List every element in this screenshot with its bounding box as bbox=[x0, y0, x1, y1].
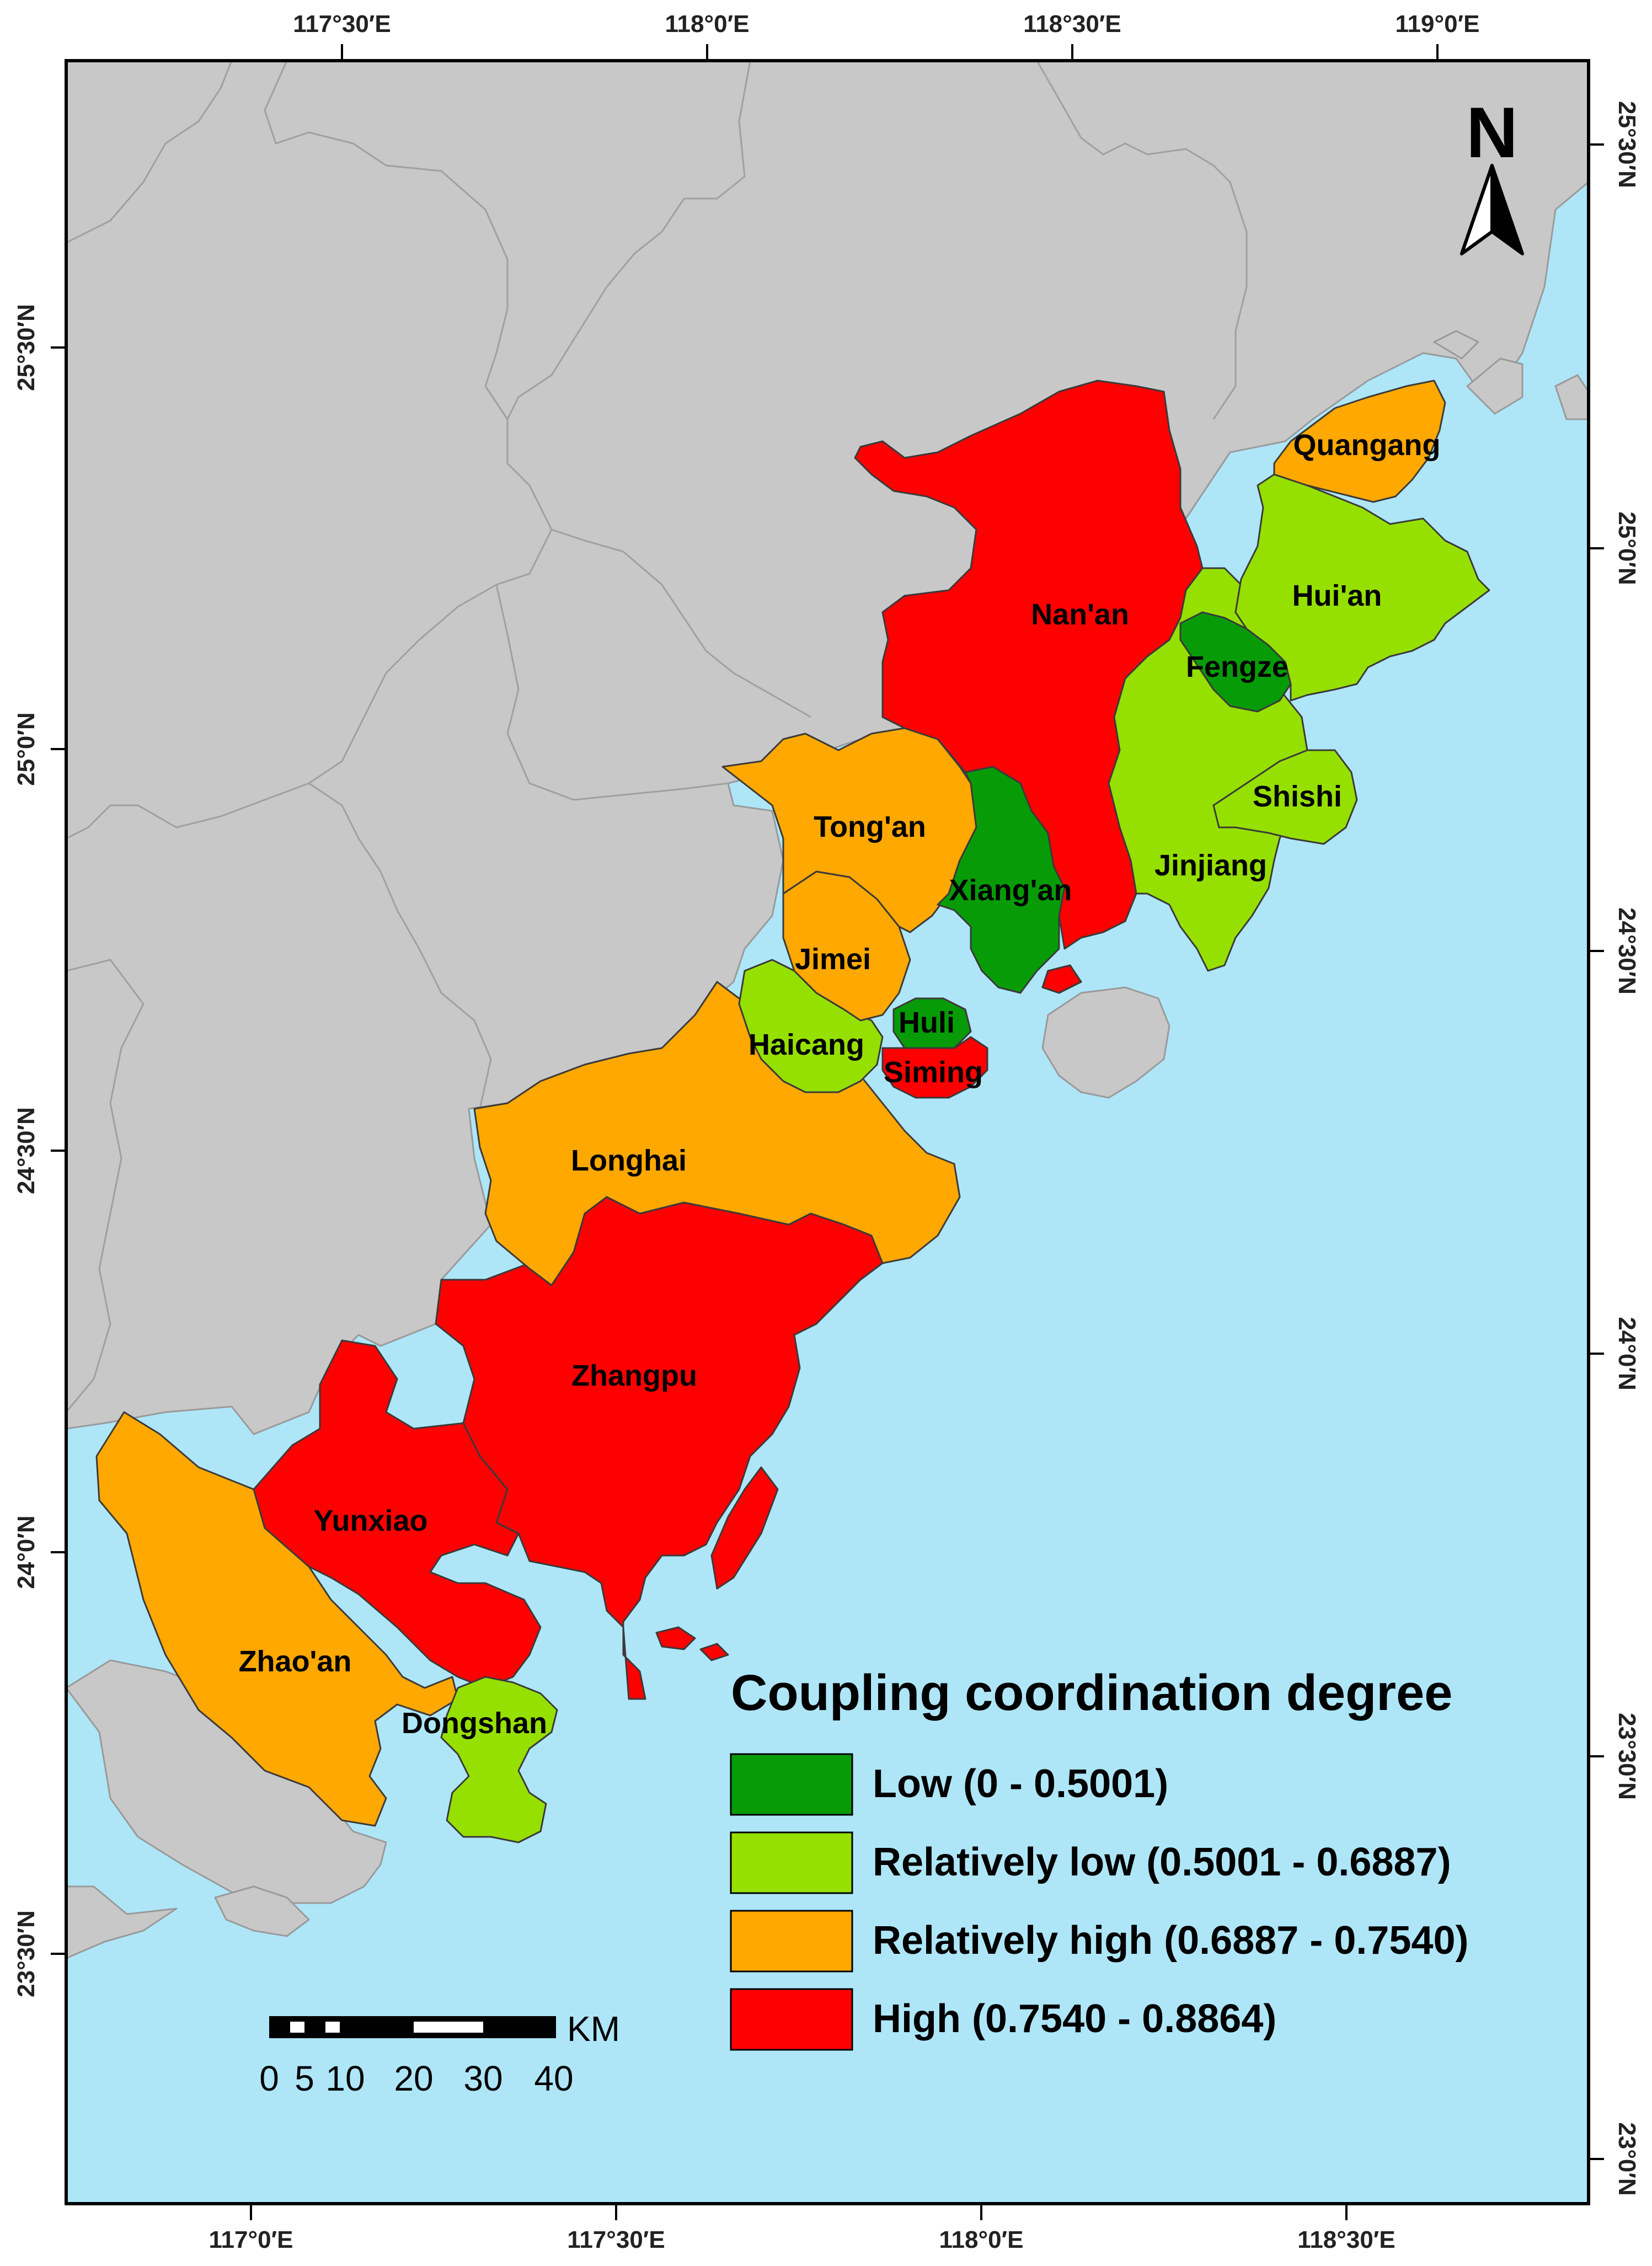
scale-label: 5 bbox=[295, 2059, 314, 2098]
region-label: Yunxiao bbox=[313, 1504, 427, 1537]
north-arrow: N bbox=[1460, 92, 1524, 255]
legend-swatch bbox=[730, 1910, 853, 1973]
left-tick-label: 25°30′N bbox=[13, 304, 40, 391]
region-label: Tong'an bbox=[814, 810, 926, 843]
left-tick-label: 23°30′N bbox=[13, 1910, 40, 1997]
region-label: Nan'an bbox=[1031, 598, 1129, 631]
region-quangang[interactable] bbox=[1273, 380, 1446, 503]
legend-label: Low (0 - 0.5001) bbox=[873, 1762, 1168, 1806]
legend: Coupling coordination degree Low (0 - 0.… bbox=[730, 1665, 1469, 2051]
region-dongshan[interactable] bbox=[440, 1676, 558, 1843]
legend-swatch bbox=[730, 1988, 853, 2051]
scale-label: 0 bbox=[259, 2059, 279, 2098]
region-label: Siming bbox=[884, 1056, 983, 1089]
region-label: Huli bbox=[899, 1006, 955, 1039]
region-label: Zhangpu bbox=[571, 1359, 697, 1392]
top-tick-label: 118°30′E bbox=[1023, 10, 1121, 38]
region-label: Zhao'an bbox=[239, 1645, 352, 1678]
region-labels: Quangang Nan'an Hui'an Fengze Shishi Jin… bbox=[239, 429, 1441, 1740]
right-tick-label: 25°30′N bbox=[1613, 101, 1640, 188]
region-label: Dongshan bbox=[402, 1707, 547, 1740]
bottom-tick-label: 117°30′E bbox=[567, 2226, 665, 2253]
region-huian[interactable] bbox=[1234, 473, 1490, 702]
bottom-tick-label: 118°30′E bbox=[1297, 2226, 1395, 2253]
region-label: Fengze bbox=[1186, 650, 1289, 683]
right-tick-label: 24°0′N bbox=[1613, 1317, 1640, 1390]
region-label: Hui'an bbox=[1292, 579, 1382, 612]
region-label: Xiang'an bbox=[949, 874, 1072, 907]
left-tick-label: 24°0′N bbox=[13, 1515, 40, 1589]
scale-unit: KM bbox=[567, 2009, 620, 2049]
region-label: Quangang bbox=[1293, 429, 1441, 462]
legend-title: Coupling coordination degree bbox=[731, 1665, 1452, 1721]
top-tick-label: 119°0′E bbox=[1396, 10, 1480, 38]
region-fengze[interactable] bbox=[1179, 611, 1292, 713]
region-shishi[interactable] bbox=[1212, 749, 1358, 845]
map-frame bbox=[65, 59, 1590, 2205]
islet bbox=[655, 1626, 729, 1661]
legend-swatch bbox=[730, 1831, 853, 1894]
region-huli[interactable] bbox=[892, 997, 972, 1049]
legend-label: Relatively low (0.5001 - 0.6887) bbox=[873, 1840, 1451, 1884]
region-label: Jinjiang bbox=[1154, 849, 1267, 882]
bottom-tick-label: 117°0′E bbox=[209, 2226, 293, 2253]
islet bbox=[1041, 964, 1082, 994]
region-label: Shishi bbox=[1253, 780, 1342, 813]
region-siming[interactable] bbox=[881, 1036, 988, 1099]
scale-label: 20 bbox=[394, 2059, 433, 2098]
right-tick-label: 23°0′N bbox=[1613, 2122, 1640, 2195]
top-tick-label: 118°0′E bbox=[665, 10, 750, 38]
graticule: 117°30′E 118°0′E 118°30′E 119°0′E 117°0′… bbox=[13, 10, 1640, 2253]
study-regions bbox=[95, 380, 1490, 1843]
legend-swatch bbox=[730, 1753, 853, 1816]
scale-label: 40 bbox=[534, 2059, 573, 2098]
scale-label: 10 bbox=[325, 2059, 365, 2098]
scale-label: 30 bbox=[463, 2059, 502, 2098]
right-tick-label: 25°0′N bbox=[1613, 511, 1640, 585]
north-letter: N bbox=[1466, 92, 1518, 173]
background-borders bbox=[65, 60, 1248, 1413]
legend-label: Relatively high (0.6887 - 0.7540) bbox=[873, 1918, 1469, 1963]
bottom-tick-label: 118°0′E bbox=[939, 2226, 1024, 2253]
region-yunxiao[interactable] bbox=[253, 1339, 542, 1689]
right-tick-label: 23°30′N bbox=[1613, 1713, 1640, 1800]
scale-bar: KM 0 5 10 20 30 40 bbox=[259, 2009, 620, 2098]
region-label: Longhai bbox=[571, 1144, 687, 1177]
left-tick-label: 25°0′N bbox=[13, 712, 40, 785]
right-tick-label: 24°30′N bbox=[1613, 907, 1640, 995]
top-tick-label: 117°30′E bbox=[293, 10, 391, 38]
left-tick-label: 24°30′N bbox=[13, 1107, 40, 1194]
region-label: Haicang bbox=[749, 1028, 864, 1061]
region-label: Jimei bbox=[795, 943, 871, 976]
legend-label: High (0.7540 - 0.8864) bbox=[873, 1997, 1276, 2041]
